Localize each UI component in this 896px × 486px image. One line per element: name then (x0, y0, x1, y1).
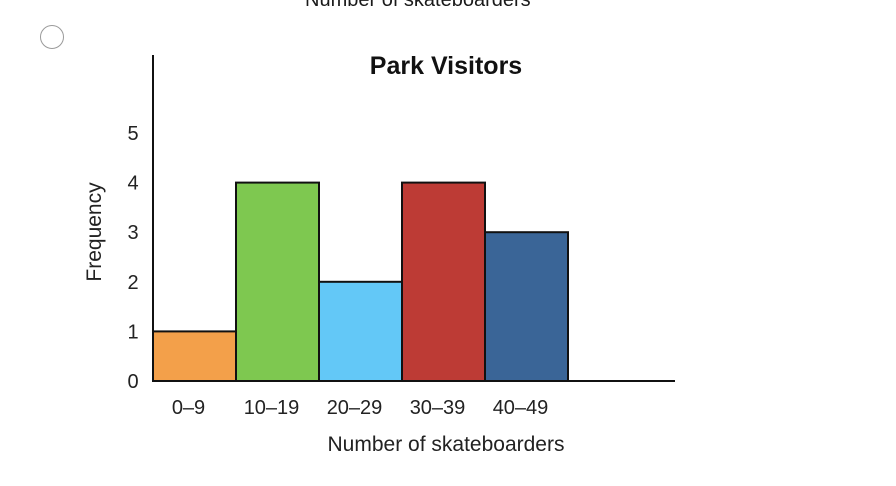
y-tick-labels: 0 1 2 3 4 5 (127, 123, 138, 393)
bar-10–19 (235, 181, 320, 382)
x-tick-label: 20–29 (327, 397, 383, 419)
x-tick-label: 10–19 (244, 397, 300, 419)
bar-20–29 (318, 280, 403, 382)
y-tick-label: 5 (127, 123, 138, 145)
y-tick-label: 1 (127, 321, 138, 343)
y-tick-label: 2 (127, 272, 138, 294)
x-axis-label: Number of skateboarders (328, 433, 565, 456)
cut-off-axis-label: Number of skateboarders (305, 0, 531, 11)
x-tick-label: 30–39 (410, 397, 466, 419)
y-tick-label: 4 (127, 173, 138, 195)
y-tick-label: 0 (127, 371, 138, 393)
bars-group (152, 181, 569, 382)
x-tick-label: 0–9 (172, 397, 205, 419)
bar-40–49 (484, 231, 569, 382)
y-axis-label: Frequency (83, 182, 106, 282)
answer-radio-button[interactable] (40, 25, 64, 49)
x-tick-label: 40–49 (493, 397, 549, 419)
bar-30–39 (401, 181, 486, 382)
x-tick-labels: 0–9 10–19 20–29 30–39 40–49 (172, 397, 549, 419)
bar-0–9 (152, 330, 237, 382)
y-tick-label: 3 (127, 222, 138, 244)
chart-title: Park Visitors (370, 52, 522, 80)
